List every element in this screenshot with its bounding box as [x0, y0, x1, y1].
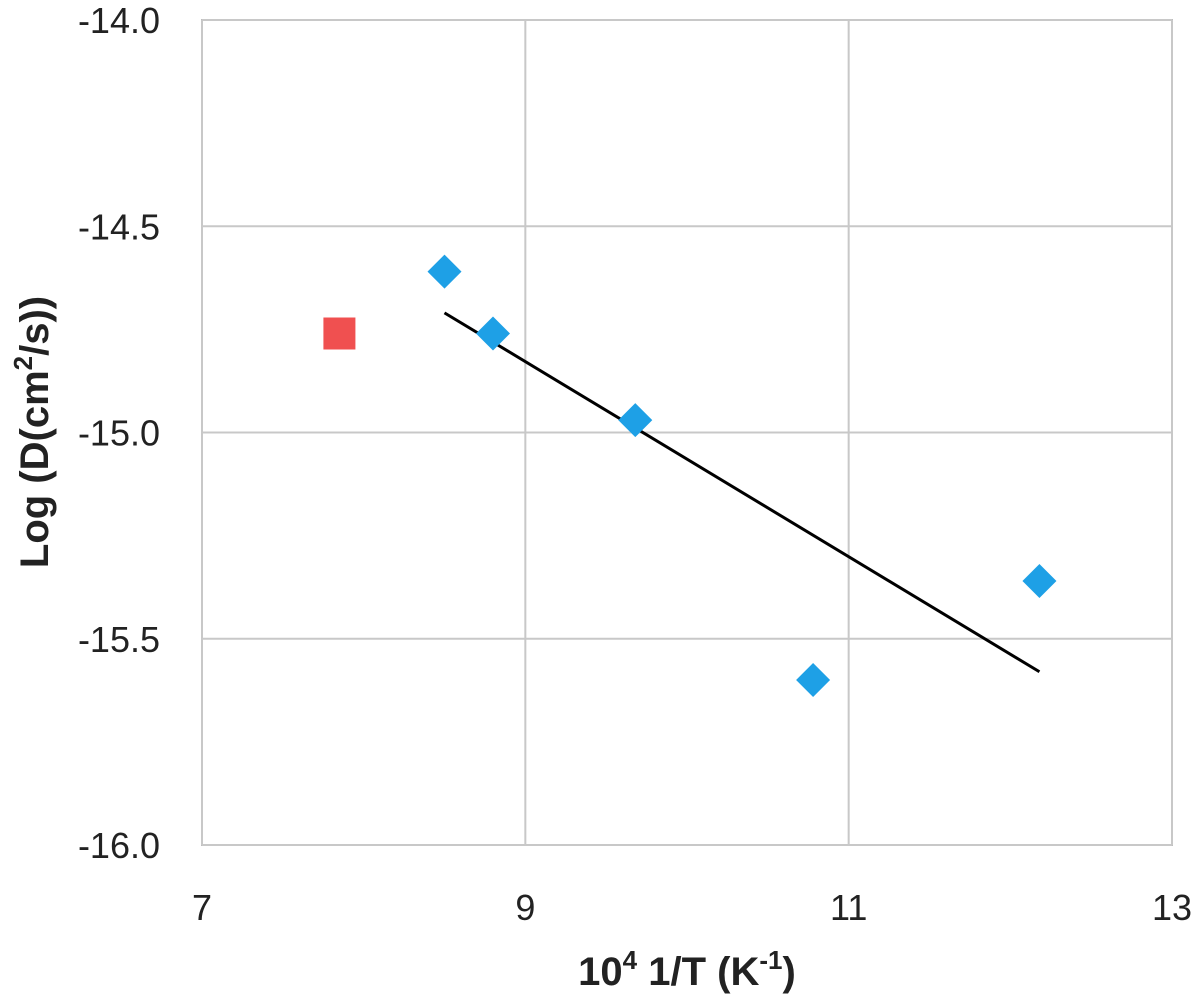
square-point: [323, 317, 356, 350]
x-tick-label: 9: [515, 887, 535, 928]
diamond-point: [427, 254, 462, 289]
y-axis-title: Log (D(cm2/s)): [8, 296, 57, 568]
x-tick-label: 13: [1152, 887, 1192, 928]
y-tick-label: -14.0: [78, 0, 160, 41]
x-axis-title: 104 1/T (K-1): [578, 945, 796, 994]
y-tick-label: -16.0: [78, 825, 160, 866]
y-tick-label: -14.5: [78, 206, 160, 247]
gridlines: [201, 19, 1173, 846]
diamond-point: [618, 403, 653, 438]
y-tick-label: -15.0: [78, 413, 160, 454]
diamond-point: [796, 663, 831, 697]
data-points: [323, 254, 1057, 697]
trendline: [443, 311, 1041, 674]
trendline-layer: [443, 311, 1041, 674]
tick-labels: 7 9 11 13 -16.0 -15.5 -15.0 -14.5 -14.0: [78, 0, 1192, 928]
diamond-point: [476, 316, 510, 351]
diamond-point: [1022, 564, 1057, 598]
x-tick-label: 11: [830, 887, 867, 928]
x-tick-label: 7: [192, 887, 212, 928]
y-tick-label: -15.5: [78, 619, 160, 660]
